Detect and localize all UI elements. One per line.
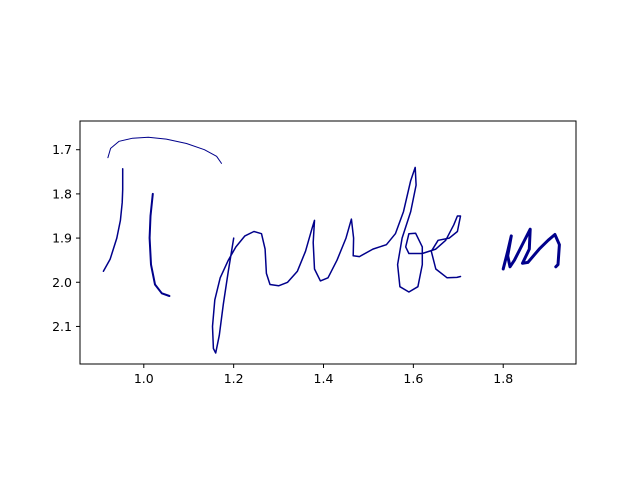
x-tick-label: 1.6	[403, 371, 423, 386]
x-tick-label: 1.4	[314, 371, 334, 386]
y-tick-label: 2.1	[52, 319, 72, 334]
stroke-line-1	[107, 136, 222, 164]
y-tick-label: 1.7	[52, 142, 72, 157]
y-tick-label: 2.0	[52, 275, 72, 290]
y-tick-label: 1.9	[52, 231, 72, 246]
y-tick-label: 1.8	[52, 186, 72, 201]
x-axis: 1.0 1.2 1.4 1.6 1.8	[134, 364, 513, 386]
x-tick-label: 1.2	[224, 371, 244, 386]
stroke-line-3	[148, 192, 171, 297]
x-tick-label: 1.0	[134, 371, 154, 386]
plot-frame	[79, 120, 577, 365]
stroke-line-4	[211, 166, 462, 354]
stroke-line-5	[501, 227, 561, 271]
series-lines	[102, 136, 561, 354]
x-tick-label: 1.8	[493, 371, 513, 386]
y-axis: 1.7 1.8 1.9 2.0 2.1	[52, 142, 80, 334]
stroke-line-2	[102, 167, 124, 272]
